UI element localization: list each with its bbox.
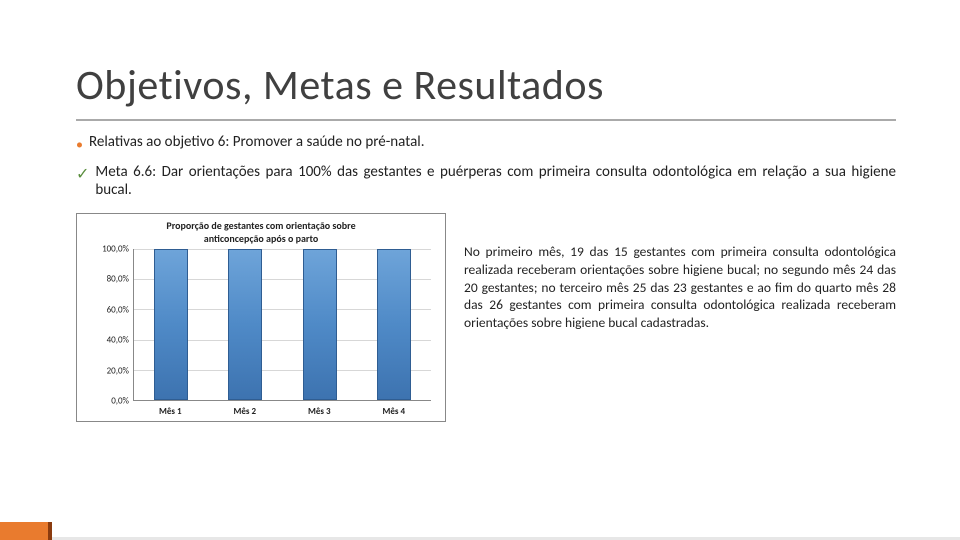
x-label-2: Mês 2 — [233, 406, 256, 417]
intro-text: Relativas ao objetivo 6: Promover a saúd… — [89, 133, 425, 151]
bar-mes4 — [377, 249, 411, 400]
x-label-3: Mês 3 — [308, 406, 331, 417]
check-icon: ✓ — [76, 164, 89, 184]
chart-title: Proporção de gestantes com orientação so… — [85, 220, 437, 245]
plot-area — [133, 249, 431, 401]
accent-bar — [0, 522, 52, 540]
bar-mes2 — [228, 249, 262, 400]
x-label-4: Mês 4 — [382, 406, 405, 417]
y-label-0: 0,0% — [85, 396, 129, 407]
page-title: Objetivos, Metas e Resultados — [76, 60, 896, 121]
y-label-60: 60,0% — [85, 304, 129, 315]
chart-area: 100,0% 80,0% 60,0% 40,0% 20,0% 0,0% — [85, 249, 437, 417]
slide: Objetivos, Metas e Resultados • Relativa… — [0, 0, 960, 540]
content-area: Objetivos, Metas e Resultados • Relativa… — [76, 60, 896, 422]
y-label-80: 80,0% — [85, 274, 129, 285]
bar-mes1 — [154, 249, 188, 400]
body-row: Proporção de gestantes com orientação so… — [76, 213, 896, 422]
bullet-icon: • — [76, 136, 83, 153]
description-text: No primeiro mês, 19 das 15 gestantes com… — [464, 213, 896, 332]
y-label-100: 100,0% — [85, 244, 129, 255]
chart-title-line2: anticoncepção após o parto — [204, 232, 318, 245]
meta-row: ✓ Meta 6.6: Dar orientações para 100% da… — [76, 163, 896, 199]
bar-mes3 — [303, 249, 337, 400]
chart-container: Proporção de gestantes com orientação so… — [76, 213, 446, 422]
y-label-20: 20,0% — [85, 365, 129, 376]
x-label-1: Mês 1 — [159, 406, 182, 417]
y-label-40: 40,0% — [85, 335, 129, 346]
intro-row: • Relativas ao objetivo 6: Promover a sa… — [76, 133, 896, 153]
meta-text: Meta 6.6: Dar orientações para 100% das … — [95, 163, 896, 199]
chart-title-line1: Proporção de gestantes com orientação so… — [166, 219, 355, 232]
